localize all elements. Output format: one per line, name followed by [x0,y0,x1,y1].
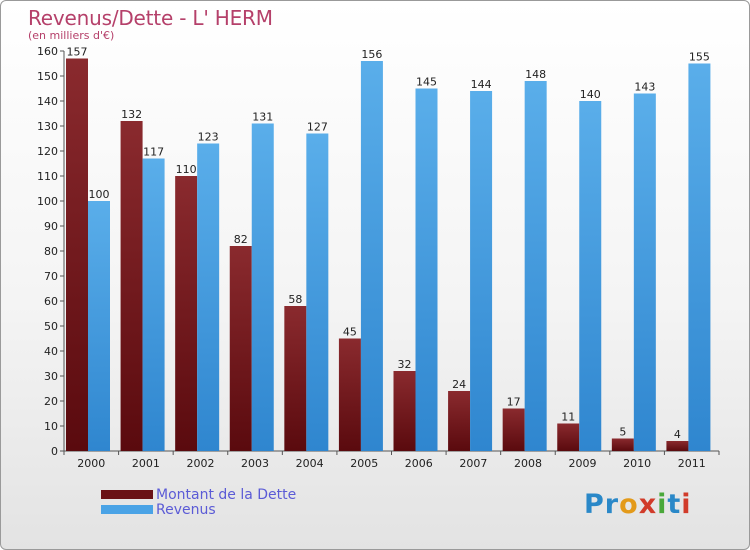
y-tick-label: 50 [44,320,58,333]
data-label-debt: 157 [67,46,88,59]
legend: Montant de la Dette Revenus [101,486,297,518]
legend-swatch-revenus [101,505,153,514]
x-tick-label: 2001 [132,457,160,470]
data-label-revenus: 143 [634,81,655,94]
legend-item-revenus: Revenus [101,501,296,518]
x-tick-label: 2010 [623,457,651,470]
bar-debt [611,438,634,451]
x-tick-label: 2007 [459,457,487,470]
data-label-revenus: 145 [416,76,437,89]
y-tick-label: 80 [44,245,58,258]
y-tick-label: 150 [37,70,58,83]
data-label-debt: 5 [619,426,626,439]
bar-debt [284,306,307,451]
chart-title: Revenus/Dette - L' HERM [28,6,273,30]
data-label-revenus: 144 [471,78,492,91]
bar-debt [175,176,198,451]
y-tick-label: 140 [37,95,58,108]
y-tick-label: 100 [37,195,58,208]
y-tick-label: 70 [44,270,58,283]
plot-area: 0 10 20 30 40 50 60 70 80 90 100 110 120 130 140 150 160… [37,45,720,470]
legend-swatch-debt [101,490,153,499]
bar-revenus [579,101,602,451]
x-tick-label: 2002 [186,457,214,470]
data-label-revenus: 123 [198,131,219,144]
data-label-revenus: 148 [525,68,546,81]
x-tick-label: 2005 [350,457,378,470]
data-label-debt: 82 [234,233,248,246]
data-label-revenus: 127 [307,121,328,134]
y-tick-label: 130 [37,120,58,133]
y-tick-label: 40 [44,345,58,358]
data-label-revenus: 155 [689,51,710,64]
data-label-debt: 11 [561,411,575,424]
data-label-debt: 45 [343,326,357,339]
y-tick-label: 0 [51,445,58,458]
x-tick-label: 2011 [678,457,706,470]
bar-revenus [306,133,329,451]
y-tick-label: 60 [44,295,58,308]
y-tick-label: 30 [44,370,58,383]
bar-revenus [197,143,220,451]
bar-revenus [251,123,274,451]
data-label-revenus: 140 [580,88,601,101]
data-label-revenus: 100 [89,188,110,201]
y-tick-label: 90 [44,220,58,233]
data-label-debt: 24 [452,378,466,391]
data-label-revenus: 131 [252,111,273,124]
legend-label-revenus: Revenus [156,501,216,518]
y-tick-label: 160 [37,45,58,58]
bar-debt [448,391,471,451]
bar-debt [393,371,416,451]
x-tick-label: 2004 [296,457,324,470]
bar-revenus [470,91,493,451]
chart-subtitle: (en milliers d'€) [28,29,115,42]
y-tick-label: 20 [44,395,58,408]
data-label-revenus: 156 [361,48,382,61]
proxiti-logo: Proxiti [584,489,692,520]
data-label-debt: 110 [176,163,197,176]
bar-revenus [88,201,110,451]
bar-debt [502,408,525,451]
bar-revenus [524,81,547,451]
y-tick-label: 110 [37,170,58,183]
x-tick-label: 2000 [77,457,105,470]
legend-label-debt: Montant de la Dette [156,486,297,503]
x-tick-label: 2008 [514,457,542,470]
y-tick-label: 120 [37,145,58,158]
bar-debt [338,338,361,451]
bar-revenus [360,61,383,451]
x-tick-label: 2003 [241,457,269,470]
x-tick-label: 2006 [405,457,433,470]
data-label-debt: 32 [398,358,412,371]
bar-revenus [142,158,165,451]
bar-debt [666,441,689,451]
data-label-debt: 4 [674,428,681,441]
y-tick-label: 10 [44,420,58,433]
bar-revenus [688,63,711,451]
legend-item-debt: Montant de la Dette [101,486,297,503]
bar-revenus [633,93,656,451]
bar-debt [557,423,580,451]
bar-revenus [415,88,438,451]
data-label-revenus: 117 [143,146,164,159]
data-label-debt: 58 [288,293,302,306]
bar-debt [229,246,252,451]
x-tick-label: 2009 [569,457,597,470]
bar-debt [120,121,143,451]
data-label-debt: 17 [507,396,521,409]
bar-debt [66,58,88,451]
data-label-debt: 132 [121,108,142,121]
